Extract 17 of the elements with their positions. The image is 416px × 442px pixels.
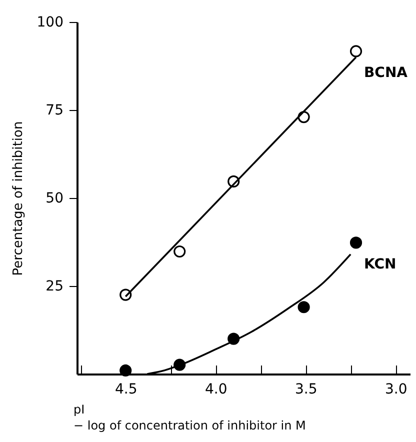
y-tick-label: 25	[46, 278, 64, 294]
y-tick-label: 100	[36, 14, 64, 30]
y-tick-label: 50	[46, 190, 64, 206]
point	[120, 364, 132, 377]
point	[174, 245, 186, 258]
y-axis-title: Percentage of inhibition	[10, 121, 26, 276]
x-tick-label: 4.5	[114, 382, 138, 398]
x-axis-title: pI − log of concentration of inhibitor in M	[74, 402, 306, 432]
x-tick-label: 3.5	[294, 382, 318, 398]
point	[350, 45, 362, 58]
y-tick-label: 75	[46, 102, 64, 118]
series-label: BCNA	[364, 65, 408, 82]
x-tick-label: 4.0	[204, 382, 228, 398]
series-label: KCN	[364, 256, 396, 273]
x-tick-label: 3.0	[384, 382, 408, 398]
point	[298, 301, 310, 314]
point	[350, 236, 362, 249]
